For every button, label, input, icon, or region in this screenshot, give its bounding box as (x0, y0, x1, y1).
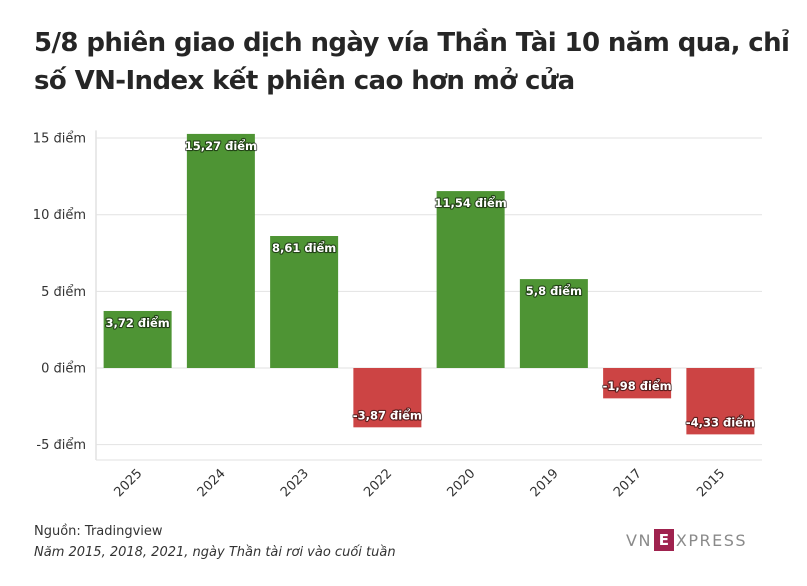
y-tick-label: 0 điểm (41, 362, 86, 377)
data-label: 5,8 điểm (526, 283, 582, 298)
x-tick-label: 2025 (111, 466, 145, 500)
logo-text-left: VN (626, 530, 652, 550)
x-axis-ticks: 2025 2024 2023 2022 2020 2019 2017 2015 (111, 466, 728, 500)
x-tick-label: 2020 (444, 466, 478, 500)
data-label: -4,33 điểm (686, 414, 755, 429)
bar (686, 368, 755, 435)
bar (103, 310, 172, 368)
x-tick-label: 2019 (528, 466, 562, 500)
bar (436, 191, 505, 368)
footnote-text: Năm 2015, 2018, 2021, ngày Thần tài rơi … (34, 545, 396, 560)
data-label: -1,98 điểm (603, 378, 672, 393)
data-labels: 3,72 điểm 15,27 điểm 8,61 điểm -3,87 điểm 11… (104, 137, 756, 431)
bar (186, 133, 255, 368)
data-label: -3,87 điểm (353, 407, 422, 422)
x-tick-label: 2017 (611, 466, 645, 500)
data-label: 11,54 điểm (434, 195, 506, 210)
vnexpress-logo: VN E XPRESS (626, 527, 747, 553)
data-label: 15,27 điểm (185, 138, 257, 153)
bar (270, 236, 339, 368)
x-tick-label: 2022 (361, 466, 395, 500)
bar (519, 279, 588, 368)
x-tick-label: 2024 (195, 466, 229, 500)
data-label: 8,61 điểm (272, 240, 336, 255)
bars (103, 133, 755, 435)
x-tick-label: 2023 (278, 466, 312, 500)
bar-chart: 15 điểm 10 điểm 5 điểm 0 điểm -5 điểm 3,72 đ… (33, 130, 762, 500)
bar (603, 368, 672, 399)
y-axis-ticks: 15 điểm 10 điểm 5 điểm 0 điểm -5 điểm (33, 132, 86, 454)
data-label: 3,72 điểm (105, 315, 169, 330)
x-tick-label: 2015 (694, 466, 728, 500)
logo-text-right: XPRESS (675, 530, 748, 550)
y-tick-label: 5 điểm (41, 285, 86, 300)
chart-title: 5/8 phiên giao dịch ngày vía Thần Tài 10… (34, 28, 790, 96)
y-tick-label: 10 điểm (33, 208, 86, 223)
bar (353, 368, 422, 428)
y-tick-label: -5 điểm (36, 438, 86, 453)
logo-mark: E (653, 529, 674, 551)
source-text: Nguồn: Tradingview (34, 524, 163, 539)
y-tick-label: 15 điểm (33, 132, 86, 147)
